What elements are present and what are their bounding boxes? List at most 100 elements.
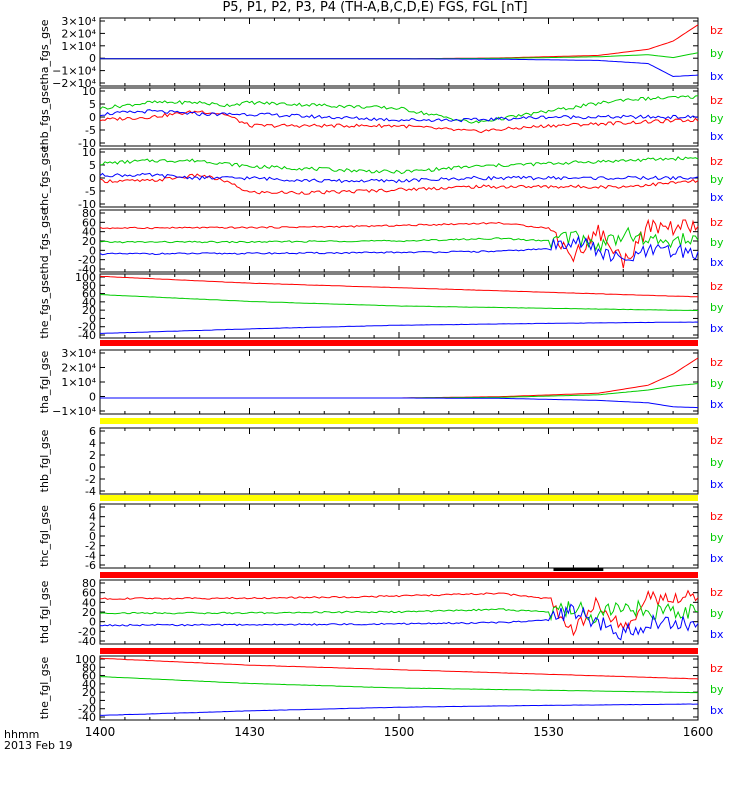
legend-bz: bz [710,434,723,447]
y-tick-label: 3×10⁴ [61,15,96,28]
series-line-by [99,95,699,124]
y-tick-label: 0 [89,244,96,257]
y-tick-label: 0 [89,111,96,124]
series-line-bz [99,657,699,680]
legend-bz: bz [710,586,723,599]
y-tick-label: 3×10⁴ [61,347,96,360]
x-tick-label: 1600 [683,725,714,739]
y-tick-label: -40 [78,711,96,724]
panel-frame [99,148,699,208]
data-quality-bar [100,418,698,424]
y-tick-label: 80 [82,207,96,220]
y-tick-label: 100 [75,271,96,284]
legend-bx: bx [710,628,724,641]
series-line-by [100,52,699,60]
y-tick-label: 40 [82,596,96,609]
y-axis-label: thc_fgl_gse [38,505,51,567]
y-tick-label: 60 [82,288,96,301]
legend-bz: bz [710,280,723,293]
series-line-by [99,156,699,175]
series-line-bx [99,235,699,263]
y-tick-label: 10 [82,85,96,98]
panel-frame [99,87,699,147]
y-axis-label: thc_fgs_gse [38,146,51,211]
legend-by: by [710,531,724,544]
series-line-bz [99,589,699,637]
y-tick-label: 0 [89,52,96,65]
legend-by: by [710,47,724,60]
series-line-by [100,294,698,311]
y-tick-label: 0 [89,391,96,404]
figure-title: P5, P1, P2, P3, P4 (TH-A,B,C,D,E) FGS, F… [222,0,528,15]
legend-by: by [710,683,724,696]
y-axis-label: thd_fgl_gse [38,580,51,643]
y-tick-label: -20 [78,321,96,334]
y-tick-label: -6 [85,559,96,572]
legend-bx: bx [710,322,724,335]
data-quality-bar [100,572,698,578]
legend-by: by [710,301,724,314]
y-tick-label: -10 [78,137,96,150]
y-tick-label: 10 [82,146,96,159]
y-tick-label: -5 [85,185,96,198]
y-tick-label: 20 [82,235,96,248]
y-tick-label: 0 [89,312,96,325]
y-tick-label: 1×10⁴ [61,376,96,389]
legend-bz: bz [710,94,723,107]
series-line-bx [100,397,699,409]
y-tick-label: 20 [82,304,96,317]
x-date-label: 2013 Feb 19 [4,739,72,752]
y-tick-label: −2×10⁴ [52,77,96,90]
y-tick-label: 0 [89,172,96,185]
y-tick-label: 80 [82,577,96,590]
y-tick-label: −1×10⁴ [52,405,96,418]
legend-bx: bx [710,398,724,411]
y-tick-label: -40 [78,329,96,342]
series-line-by [99,599,699,624]
y-axis-label: the_fgs_gse [38,273,51,338]
y-tick-label: 60 [82,216,96,229]
y-tick-label: 60 [82,587,96,600]
series-line-bx [99,603,699,641]
legend-bz: bz [710,662,723,675]
y-tick-label: -40 [78,635,96,648]
legend-bx: bx [710,478,724,491]
y-axis-label: thb_fgl_gse [38,429,51,492]
data-quality-bar [100,648,698,654]
legend-bz: bz [710,24,723,37]
y-tick-label: 40 [82,226,96,239]
series-line-bz [99,275,698,298]
x-unit-label: hhmm [4,728,39,741]
y-tick-label: 20 [82,686,96,699]
y-tick-label: 0 [89,530,96,543]
y-tick-label: −1×10⁴ [52,65,96,78]
legend-bx: bx [710,256,724,269]
data-quality-bar-segment [553,568,604,571]
y-tick-label: 6 [89,425,96,438]
legend-by: by [710,173,724,186]
series-line-bx [99,703,698,716]
y-tick-label: -2 [85,540,96,553]
y-tick-label: 0 [89,461,96,474]
y-axis-label: thb_fgs_gse [38,84,51,150]
y-tick-label: -40 [78,263,96,276]
series-line-bz [99,173,699,195]
panel-frame [99,349,699,415]
legend-by: by [710,112,724,125]
y-axis-label: tha_fgs_gse [38,19,51,84]
x-tick-label: 1430 [234,725,265,739]
panel-frame [99,427,699,495]
y-tick-label: 40 [82,678,96,691]
y-tick-label: 20 [82,606,96,619]
legend-by: by [710,236,724,249]
y-tick-label: -20 [78,625,96,638]
series-line-bz [99,110,699,134]
data-quality-bar [100,340,698,346]
y-tick-label: 80 [82,279,96,292]
y-tick-label: -5 [85,124,96,137]
y-tick-label: -20 [78,703,96,716]
series-line-bz [100,357,699,399]
y-tick-label: -2 [85,473,96,486]
y-tick-label: 0 [89,616,96,629]
